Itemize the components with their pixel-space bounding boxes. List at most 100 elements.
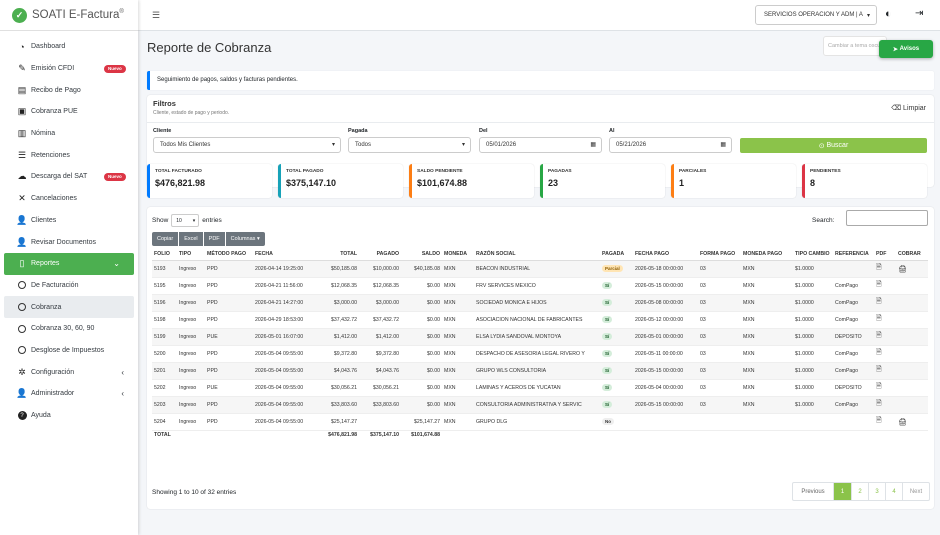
- theme-toggle-icon[interactable]: ◐: [885, 8, 892, 20]
- table-row[interactable]: 5204 Ingreso PPD 2026-05-04 09:55:00 $25,147…: [152, 412, 928, 430]
- page-length-select[interactable]: 10 ▾: [171, 214, 200, 227]
- excel-button[interactable]: Excel: [179, 232, 203, 246]
- column-header[interactable]: PAGADA: [600, 249, 633, 261]
- column-header[interactable]: FORMA PAGO: [698, 249, 741, 261]
- table-row[interactable]: 5193 Ingreso PPD 2026-04-14 19:25:00 $50,185…: [152, 259, 928, 277]
- page-button[interactable]: 3: [868, 483, 885, 500]
- sidebar-item-de-facturaci-n[interactable]: De Facturación: [0, 275, 138, 297]
- column-header[interactable]: FECHA PAGO: [633, 249, 698, 261]
- total-cell: [177, 429, 205, 440]
- calendar-icon[interactable]: ▦: [590, 142, 596, 148]
- column-header[interactable]: SALDO: [401, 249, 442, 261]
- sidebar-item-cobranza-pue[interactable]: ▣ Cobranza PUE: [0, 101, 138, 123]
- logout-icon[interactable]: ⇥: [915, 8, 924, 19]
- del-date-input[interactable]: 05/01/2026 ▦: [479, 137, 602, 153]
- sidebar-item-configuraci-n[interactable]: ✲ Configuración ‹: [0, 361, 138, 383]
- pdf-button[interactable]: PDF: [203, 232, 225, 246]
- sidebar-item-clientes[interactable]: 👤 Clientes: [0, 210, 138, 232]
- sidebar-item-emisi-n-cfdi[interactable]: ✎ Emisión CFDI Nuevo: [0, 58, 138, 80]
- sidebar-item-ayuda[interactable]: ? Ayuda: [0, 405, 138, 427]
- column-header[interactable]: TIPO: [177, 249, 205, 261]
- table-cell: $12,068.35: [359, 276, 401, 294]
- pdf-icon[interactable]: 🗎: [874, 361, 896, 379]
- column-header[interactable]: MÉTODO PAGO: [205, 249, 253, 261]
- pdf-icon[interactable]: 🗎: [874, 344, 896, 362]
- al-date-input[interactable]: 05/21/2026 ▦: [609, 137, 732, 153]
- column-header[interactable]: TOTAL: [322, 249, 359, 261]
- column-header[interactable]: RAZÓN SOCIAL: [474, 249, 600, 261]
- sidebar-item-retenciones[interactable]: ☰ Retenciones: [0, 144, 138, 166]
- table-row[interactable]: 5202 Ingreso PUE 2026-05-04 09:55:00 $30,056…: [152, 378, 928, 396]
- table-cell: [793, 412, 833, 430]
- cobrar-icon[interactable]: 🖨: [896, 412, 928, 430]
- sidebar-item-reportes[interactable]: ▯ Reportes ⌄: [4, 252, 134, 275]
- cell-empty[interactable]: [896, 276, 928, 294]
- cell-pagada: Sí: [600, 395, 633, 413]
- total-cell: [896, 429, 928, 440]
- table-cell: $3,000.00: [322, 293, 359, 311]
- table-row[interactable]: 5200 Ingreso PPD 2026-05-04 09:55:00 $9,372.…: [152, 344, 928, 362]
- table-cell: 2026-05-04 09:55:00: [253, 361, 322, 379]
- column-header[interactable]: MONEDA PAGO: [741, 249, 793, 261]
- pdf-icon[interactable]: 🗎: [874, 259, 896, 277]
- avisos-button[interactable]: ➤ Avisos: [879, 40, 933, 58]
- page-button[interactable]: 2: [851, 483, 868, 500]
- pdf-icon[interactable]: 🗎: [874, 276, 896, 294]
- company-select[interactable]: SERVICIOS OPERACION Y ADM | A ▾: [755, 5, 877, 25]
- page-button[interactable]: 1: [833, 483, 851, 500]
- table-row[interactable]: 5198 Ingreso PPD 2026-04-29 18:53:00 $37,432…: [152, 310, 928, 328]
- sidebar-item-cancelaciones[interactable]: ✕ Cancelaciones: [0, 188, 138, 210]
- page-button[interactable]: 4: [885, 483, 902, 500]
- column-header[interactable]: MONEDA: [442, 249, 474, 261]
- previous-page-button[interactable]: Previous: [801, 488, 825, 495]
- column-header[interactable]: PDF: [874, 249, 896, 261]
- sidebar-item-dashboard[interactable]: ◔ Dashboard: [0, 36, 138, 58]
- sidebar-item-cobranza-30-60-90[interactable]: Cobranza 30, 60, 90: [0, 318, 138, 340]
- column-header[interactable]: FECHA: [253, 249, 322, 261]
- column-header[interactable]: FOLIO: [152, 249, 177, 261]
- cell-empty[interactable]: [896, 293, 928, 311]
- calendar-icon[interactable]: ▦: [720, 142, 726, 148]
- pagada-select[interactable]: Todos ▾: [348, 137, 471, 153]
- sidebar-item-administrador[interactable]: 👤 Administrador ‹: [0, 383, 138, 405]
- table-row[interactable]: 5195 Ingreso PPD 2026-04-21 11:56:00 $12,068…: [152, 276, 928, 294]
- column-header[interactable]: REFERENCIA: [833, 249, 874, 261]
- pdf-icon[interactable]: 🗎: [874, 395, 896, 413]
- sidebar-item-desglose-de-impuestos[interactable]: Desglose de Impuestos: [0, 340, 138, 362]
- copy-button[interactable]: Copiar: [152, 232, 179, 246]
- clear-filters-button[interactable]: ⌫ Limpiar: [891, 105, 926, 112]
- buscar-button[interactable]: ⊙ Buscar: [740, 138, 927, 153]
- menu-toggle-icon[interactable]: ☰: [152, 9, 161, 20]
- cell-empty[interactable]: [896, 310, 928, 328]
- pdf-icon[interactable]: 🗎: [874, 378, 896, 396]
- sidebar-item-cobranza[interactable]: Cobranza: [4, 296, 134, 318]
- cobrar-icon[interactable]: 🖨: [896, 259, 928, 277]
- column-header[interactable]: PAGADO: [359, 249, 401, 261]
- search-input[interactable]: [846, 210, 928, 226]
- pagada-badge: Sí: [602, 299, 613, 306]
- cell-empty[interactable]: [896, 344, 928, 362]
- pdf-icon[interactable]: 🗎: [874, 327, 896, 345]
- sidebar-item-n-mina[interactable]: ▥ Nómina: [0, 123, 138, 145]
- cell-empty[interactable]: [896, 378, 928, 396]
- brand[interactable]: ✓ SOATI E-Factura®: [0, 0, 138, 31]
- next-page-button[interactable]: Next: [902, 483, 929, 500]
- table-cell: $1,412.00: [359, 327, 401, 345]
- cliente-select[interactable]: Todos Mis Clientes ▾: [153, 137, 341, 153]
- table-row[interactable]: 5199 Ingreso PUE 2026-05-01 16:07:00 $1,412.…: [152, 327, 928, 345]
- table-row[interactable]: 5196 Ingreso PPD 2026-04-21 14:27:00 $3,000.…: [152, 293, 928, 311]
- sidebar-item-revisar-documentos[interactable]: 👤 Revisar Documentos: [0, 231, 138, 253]
- table-row[interactable]: 5201 Ingreso PPD 2026-05-04 09:55:00 $4,043.…: [152, 361, 928, 379]
- pdf-icon[interactable]: 🗎: [874, 293, 896, 311]
- columns-button[interactable]: Columnas ▾: [225, 232, 265, 246]
- column-header[interactable]: TIPO CAMBIO: [793, 249, 833, 261]
- sidebar-item-descarga-del-sat[interactable]: ☁ Descarga del SAT Nuevo: [0, 166, 138, 188]
- pdf-icon[interactable]: 🗎: [874, 412, 896, 430]
- pdf-icon[interactable]: 🗎: [874, 310, 896, 328]
- column-header[interactable]: COBRAR: [896, 249, 928, 261]
- table-row[interactable]: 5203 Ingreso PPD 2026-05-04 09:55:00 $33,803…: [152, 395, 928, 413]
- sidebar-item-recibo-de-pago[interactable]: ▤ Recibo de Pago: [0, 79, 138, 101]
- cell-empty[interactable]: [896, 361, 928, 379]
- cell-empty[interactable]: [896, 327, 928, 345]
- cell-empty[interactable]: [896, 395, 928, 413]
